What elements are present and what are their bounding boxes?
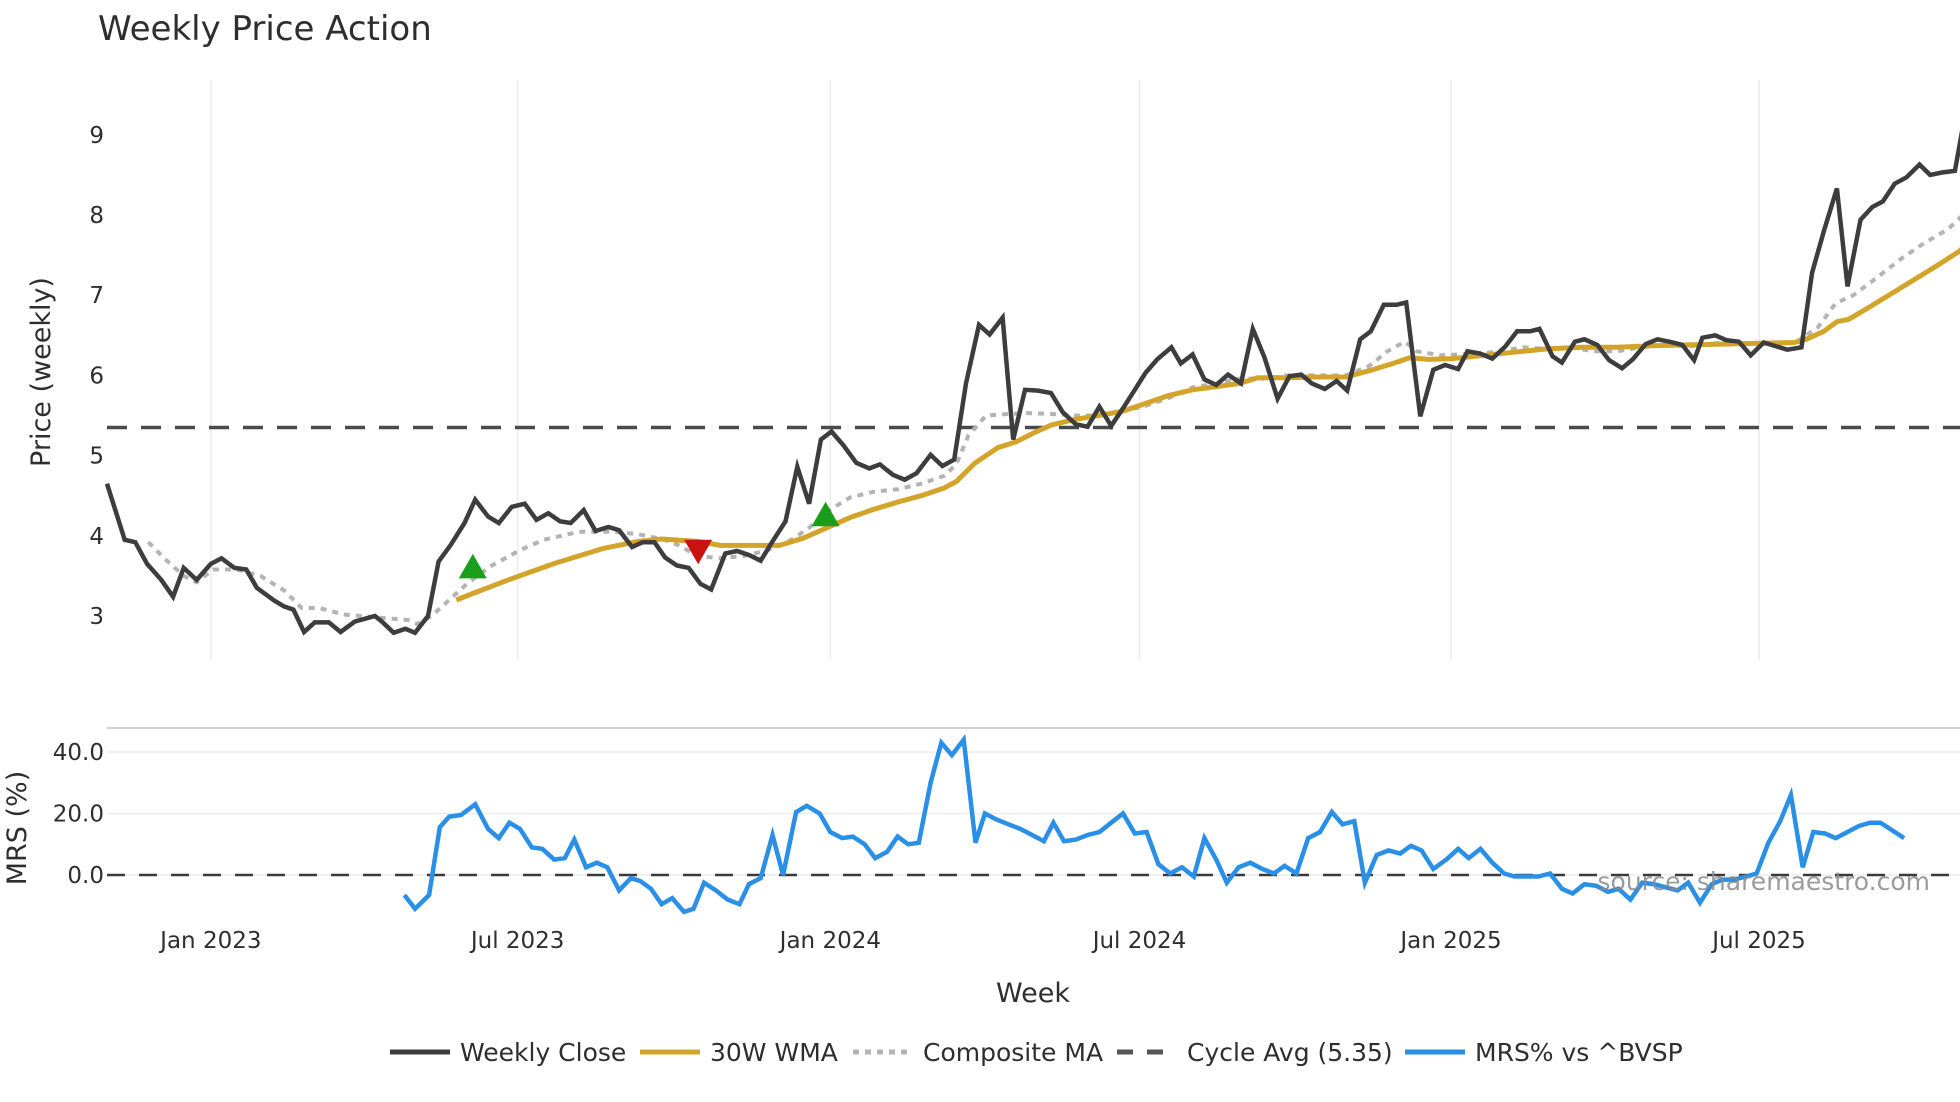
legend-item: MRS% vs ^BVSP <box>1405 1038 1683 1067</box>
legend-label: 30W WMA <box>710 1038 838 1067</box>
x-tick-label: Jul 2024 <box>1091 928 1187 954</box>
price-y-axis-label: Price (weekly) <box>26 277 57 467</box>
wma-30w-line <box>455 247 1960 603</box>
mrs-y-tick-label: 0.0 <box>67 863 104 889</box>
buy-signal-marker <box>458 553 487 579</box>
legend-item: Composite MA <box>853 1038 1103 1067</box>
mrs-y-axis-ticks: 0.0 20.0 40.0 <box>53 740 104 889</box>
price-y-tick-label: 4 <box>89 524 104 550</box>
legend-item: Weekly Close <box>390 1038 626 1067</box>
price-gridlines <box>210 80 1760 660</box>
price-y-tick-label: 5 <box>89 444 104 470</box>
legend-label: Cycle Avg (5.35) <box>1187 1038 1393 1067</box>
legend-label: Weekly Close <box>460 1038 626 1067</box>
watermark: source: sharemaestro.com <box>1598 867 1931 896</box>
signal-markers <box>458 501 840 579</box>
x-tick-label: Jul 2025 <box>1710 928 1806 954</box>
x-tick-label: Jan 2024 <box>778 928 881 954</box>
mrs-y-tick-label: 20.0 <box>53 802 104 828</box>
price-y-axis-ticks: 3 4 5 6 7 8 9 <box>89 123 104 630</box>
x-axis-ticks: Jan 2023 Jul 2023 Jan 2024 Jul 2024 Jan 2025… <box>158 928 1806 954</box>
x-tick-label: Jan 2023 <box>158 928 261 954</box>
price-y-tick-label: 3 <box>89 604 104 630</box>
price-y-tick-label: 6 <box>89 363 104 389</box>
x-tick-label: Jan 2025 <box>1398 928 1501 954</box>
x-axis-label: Week <box>996 978 1070 1009</box>
legend: Weekly Close 30W WMA Composite MA Cycle Avg… <box>390 1038 1683 1067</box>
composite-ma-line <box>146 215 1960 627</box>
legend-item: 30W WMA <box>640 1038 838 1067</box>
legend-label: Composite MA <box>923 1038 1103 1067</box>
price-panel: 3 4 5 6 7 8 9 Price (weekly) <box>26 80 1960 660</box>
sell-signal-marker <box>684 539 713 565</box>
price-y-tick-label: 8 <box>89 203 104 229</box>
mrs-panel: 0.0 20.0 40.0 MRS (%) source: sharemaestro… <box>2 727 1960 915</box>
legend-label: MRS% vs ^BVSP <box>1475 1038 1683 1067</box>
mrs-line <box>402 733 1906 915</box>
buy-signal-marker <box>811 501 840 527</box>
weekly-close-line <box>104 130 1960 636</box>
mrs-gridlines <box>107 751 1960 876</box>
x-tick-label: Jul 2023 <box>469 928 565 954</box>
chart-title: Weekly Price Action <box>98 9 432 49</box>
mrs-y-tick-label: 40.0 <box>53 740 104 766</box>
legend-item: Cycle Avg (5.35) <box>1117 1038 1393 1067</box>
price-y-tick-label: 7 <box>89 283 104 309</box>
price-y-tick-label: 9 <box>89 123 104 149</box>
mrs-y-axis-label: MRS (%) <box>2 771 33 886</box>
